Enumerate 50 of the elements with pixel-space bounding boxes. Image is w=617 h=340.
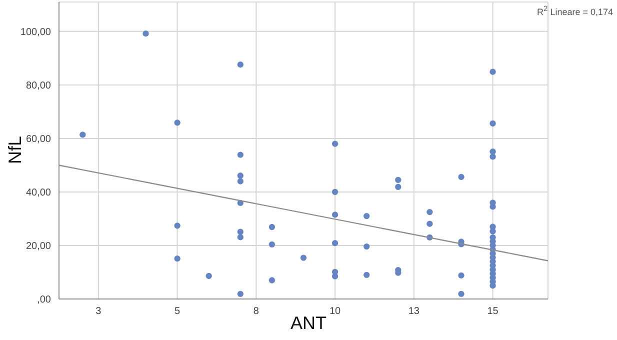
point	[332, 273, 338, 280]
y-axis-title: NfL	[4, 136, 26, 164]
point	[268, 277, 276, 284]
point	[174, 120, 180, 126]
point	[332, 140, 338, 147]
point	[237, 172, 244, 179]
point	[364, 272, 370, 278]
point	[395, 176, 402, 184]
x-tick-label: 13	[408, 306, 420, 318]
point	[237, 178, 244, 184]
x-tick-label: 10	[329, 306, 342, 318]
point	[490, 120, 496, 127]
point	[364, 243, 370, 250]
point	[80, 132, 86, 138]
point	[237, 152, 244, 158]
x-tick-label: 15	[487, 306, 499, 318]
point	[237, 228, 244, 235]
point	[332, 212, 338, 218]
point	[490, 68, 496, 75]
point	[300, 254, 307, 261]
x-axis-title: ANT	[290, 313, 326, 333]
point	[174, 256, 180, 262]
annotation: R$^{2}$ Lineare = 0,174	[537, 4, 613, 17]
point	[426, 208, 433, 216]
point	[174, 222, 180, 229]
x-tick-label: 5	[174, 306, 181, 318]
point	[237, 62, 244, 68]
y-tick-label: 60,00	[26, 134, 52, 146]
point	[395, 184, 402, 190]
point	[458, 272, 464, 279]
y-tick-label: 20,00	[26, 241, 52, 252]
y-tick-label: 40,00	[26, 188, 52, 199]
point	[268, 241, 276, 248]
point	[237, 290, 244, 297]
y-tick-label: ,00	[37, 294, 52, 306]
point	[268, 224, 276, 230]
point	[458, 174, 464, 180]
point	[490, 154, 496, 160]
point	[142, 30, 149, 37]
point	[206, 272, 212, 280]
point	[364, 212, 370, 220]
y-tick-label: 100,00	[20, 26, 52, 38]
point	[458, 290, 464, 297]
point	[237, 234, 244, 240]
y-tick-label: 80,00	[26, 80, 52, 92]
point	[332, 240, 338, 246]
point	[332, 188, 338, 196]
x-tick-label: 3	[96, 306, 102, 318]
x-tick-label: 8	[253, 306, 260, 318]
point	[426, 220, 433, 227]
